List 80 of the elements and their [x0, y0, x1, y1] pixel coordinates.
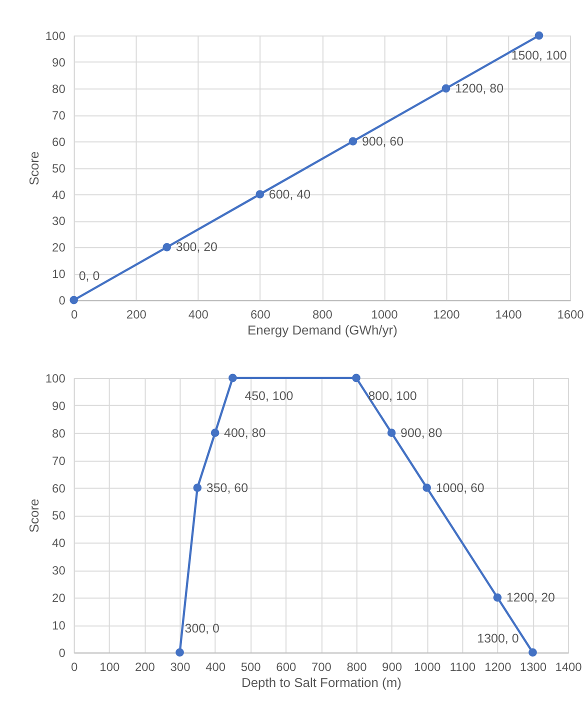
point — [348, 137, 358, 146]
data-label: 1300, 0 — [477, 631, 519, 646]
y-tick-label: 30 — [52, 214, 66, 228]
x-tick-label: 600 — [276, 660, 296, 674]
data-label: 350, 60 — [206, 480, 248, 495]
point — [493, 593, 502, 602]
y-tick-label: 90 — [52, 55, 66, 70]
data-label: 450, 100 — [244, 388, 294, 403]
y-tick-label: 10 — [52, 618, 66, 633]
y-tick-label: 40 — [52, 536, 66, 550]
point — [210, 428, 220, 438]
point — [422, 484, 432, 492]
y-tick-label: 10 — [52, 267, 66, 282]
x-axis-title: Depth to Salt Formation (m) — [241, 674, 402, 690]
y-tick-label: 70 — [52, 108, 66, 122]
y-tick-label: 90 — [52, 398, 66, 413]
y-tick-label: 70 — [52, 454, 66, 468]
x-tick-label: 1000 — [371, 308, 398, 322]
y-tick-label: 50 — [52, 161, 66, 176]
data-label: 900, 60 — [362, 134, 404, 148]
x-tick-label: 200 — [126, 308, 147, 322]
x-tick-label: 600 — [250, 308, 271, 322]
x-tick-label: 1200 — [484, 660, 512, 674]
x-tick-label: 1100 — [450, 660, 476, 674]
data-label: 300, 0 — [184, 622, 220, 636]
data-label: 1500, 100 — [511, 48, 567, 62]
x-tick-label: 700 — [311, 660, 332, 674]
x-tick-label: 800 — [346, 660, 368, 674]
y-axis-title: Score — [26, 498, 42, 533]
point — [534, 31, 544, 40]
x-tick-label: 0 — [71, 308, 78, 322]
y-tick-label: 50 — [52, 508, 66, 523]
x-tick-label: 1200 — [433, 308, 460, 322]
point — [176, 648, 184, 657]
y-tick-label: 80 — [52, 426, 66, 440]
x-tick-label: 400 — [188, 308, 209, 322]
y-tick-label: 0 — [58, 646, 66, 660]
data-label: 900, 80 — [400, 426, 442, 440]
y-tick-label: 20 — [52, 240, 66, 255]
y-tick-label: 0 — [58, 294, 66, 308]
y-tick-label: 100 — [45, 29, 66, 44]
x-tick-label: 1300 — [520, 660, 547, 674]
point — [528, 648, 537, 657]
data-label: 400, 80 — [224, 426, 266, 440]
x-tick-label: 1400 — [495, 308, 522, 322]
x-tick-label: 1400 — [555, 660, 582, 674]
data-label: 1000, 60 — [436, 480, 484, 495]
point — [387, 428, 396, 438]
data-label: 0, 0 — [78, 269, 100, 284]
y-axis-title: Score — [26, 151, 42, 186]
y-tick-label: 60 — [52, 481, 66, 496]
point — [228, 374, 237, 382]
data-label: 300, 20 — [176, 240, 218, 254]
point — [70, 296, 78, 304]
y-tick-label: 30 — [52, 564, 66, 578]
x-tick-label: 1600 — [557, 308, 584, 322]
point — [162, 243, 172, 252]
x-tick-label: 1000 — [414, 660, 441, 674]
point — [352, 374, 360, 382]
data-label: 1200, 80 — [454, 81, 504, 96]
x-tick-label: 0 — [71, 660, 78, 674]
y-tick-label: 60 — [52, 134, 66, 149]
x-tick-label: 500 — [240, 660, 262, 674]
x-tick-label: 900 — [382, 660, 402, 674]
x-tick-label: 300 — [170, 660, 191, 674]
y-tick-label: 20 — [52, 591, 66, 606]
x-tick-label: 800 — [312, 308, 333, 322]
point — [193, 484, 202, 492]
y-tick-label: 80 — [52, 82, 66, 96]
point — [442, 84, 450, 93]
data-label: 1200, 20 — [506, 590, 556, 605]
x-tick-label: 400 — [206, 660, 226, 674]
data-label: 800, 100 — [368, 388, 417, 403]
data-label: 600, 40 — [268, 187, 311, 202]
point — [256, 190, 264, 198]
x-tick-label: 200 — [134, 660, 156, 674]
y-tick-label: 100 — [45, 371, 66, 386]
x-tick-label: 100 — [100, 660, 120, 674]
y-tick-label: 40 — [52, 188, 66, 202]
x-axis-title: Energy Demand (GWh/yr) — [247, 322, 398, 338]
